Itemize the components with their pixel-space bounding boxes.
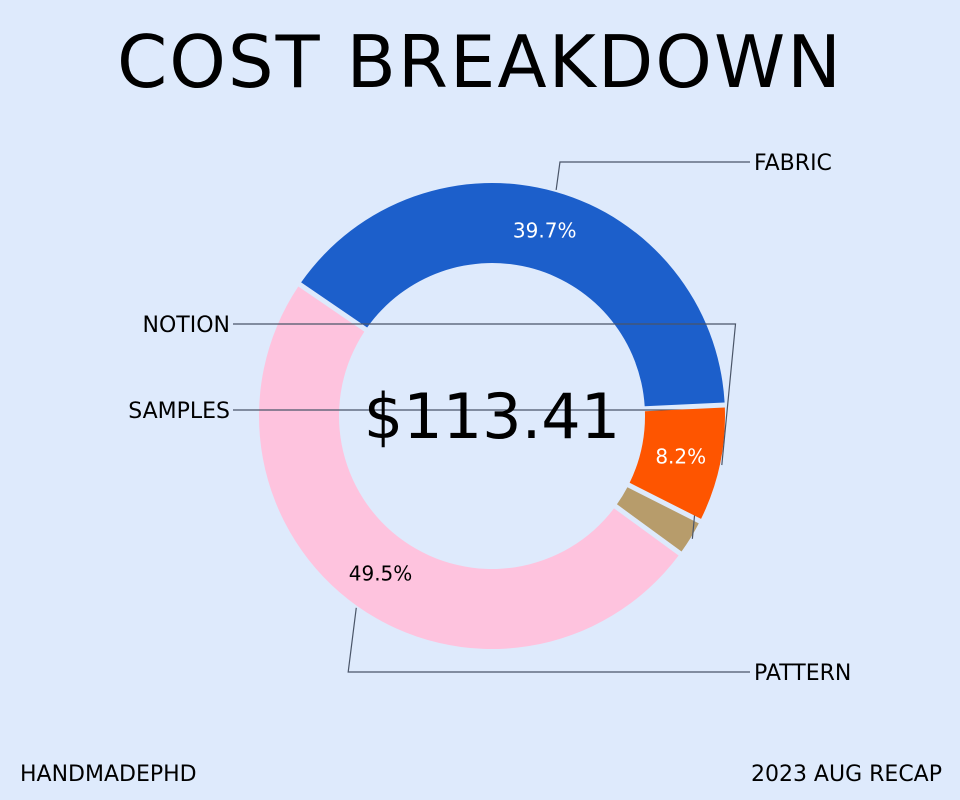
center-total: $113.41: [364, 380, 620, 453]
pct-label-pattern: 49.5%: [349, 562, 413, 586]
leader-line-notion: [233, 323, 737, 466]
slice-label-fabric: FABRIC: [754, 151, 832, 176]
slice-samples: [616, 487, 699, 552]
slice-pattern: [258, 286, 679, 650]
slice-label-notion: NOTION: [143, 313, 230, 338]
pct-label-notion: 8.2%: [655, 444, 706, 468]
slice-fabric: [301, 183, 725, 407]
slice-label-pattern: PATTERN: [754, 661, 851, 686]
chart-title: COST BREAKDOWN: [116, 20, 844, 104]
footer-recap: 2023 AUG RECAP: [750, 762, 942, 787]
slice-notion: [629, 407, 726, 519]
leader-line-pattern: [347, 607, 750, 673]
leader-line-fabric: [555, 161, 750, 191]
pct-label-fabric: 39.7%: [513, 218, 577, 242]
footer-brand: HANDMADEPHD: [20, 762, 197, 787]
slice-label-samples: SAMPLES: [128, 399, 230, 424]
